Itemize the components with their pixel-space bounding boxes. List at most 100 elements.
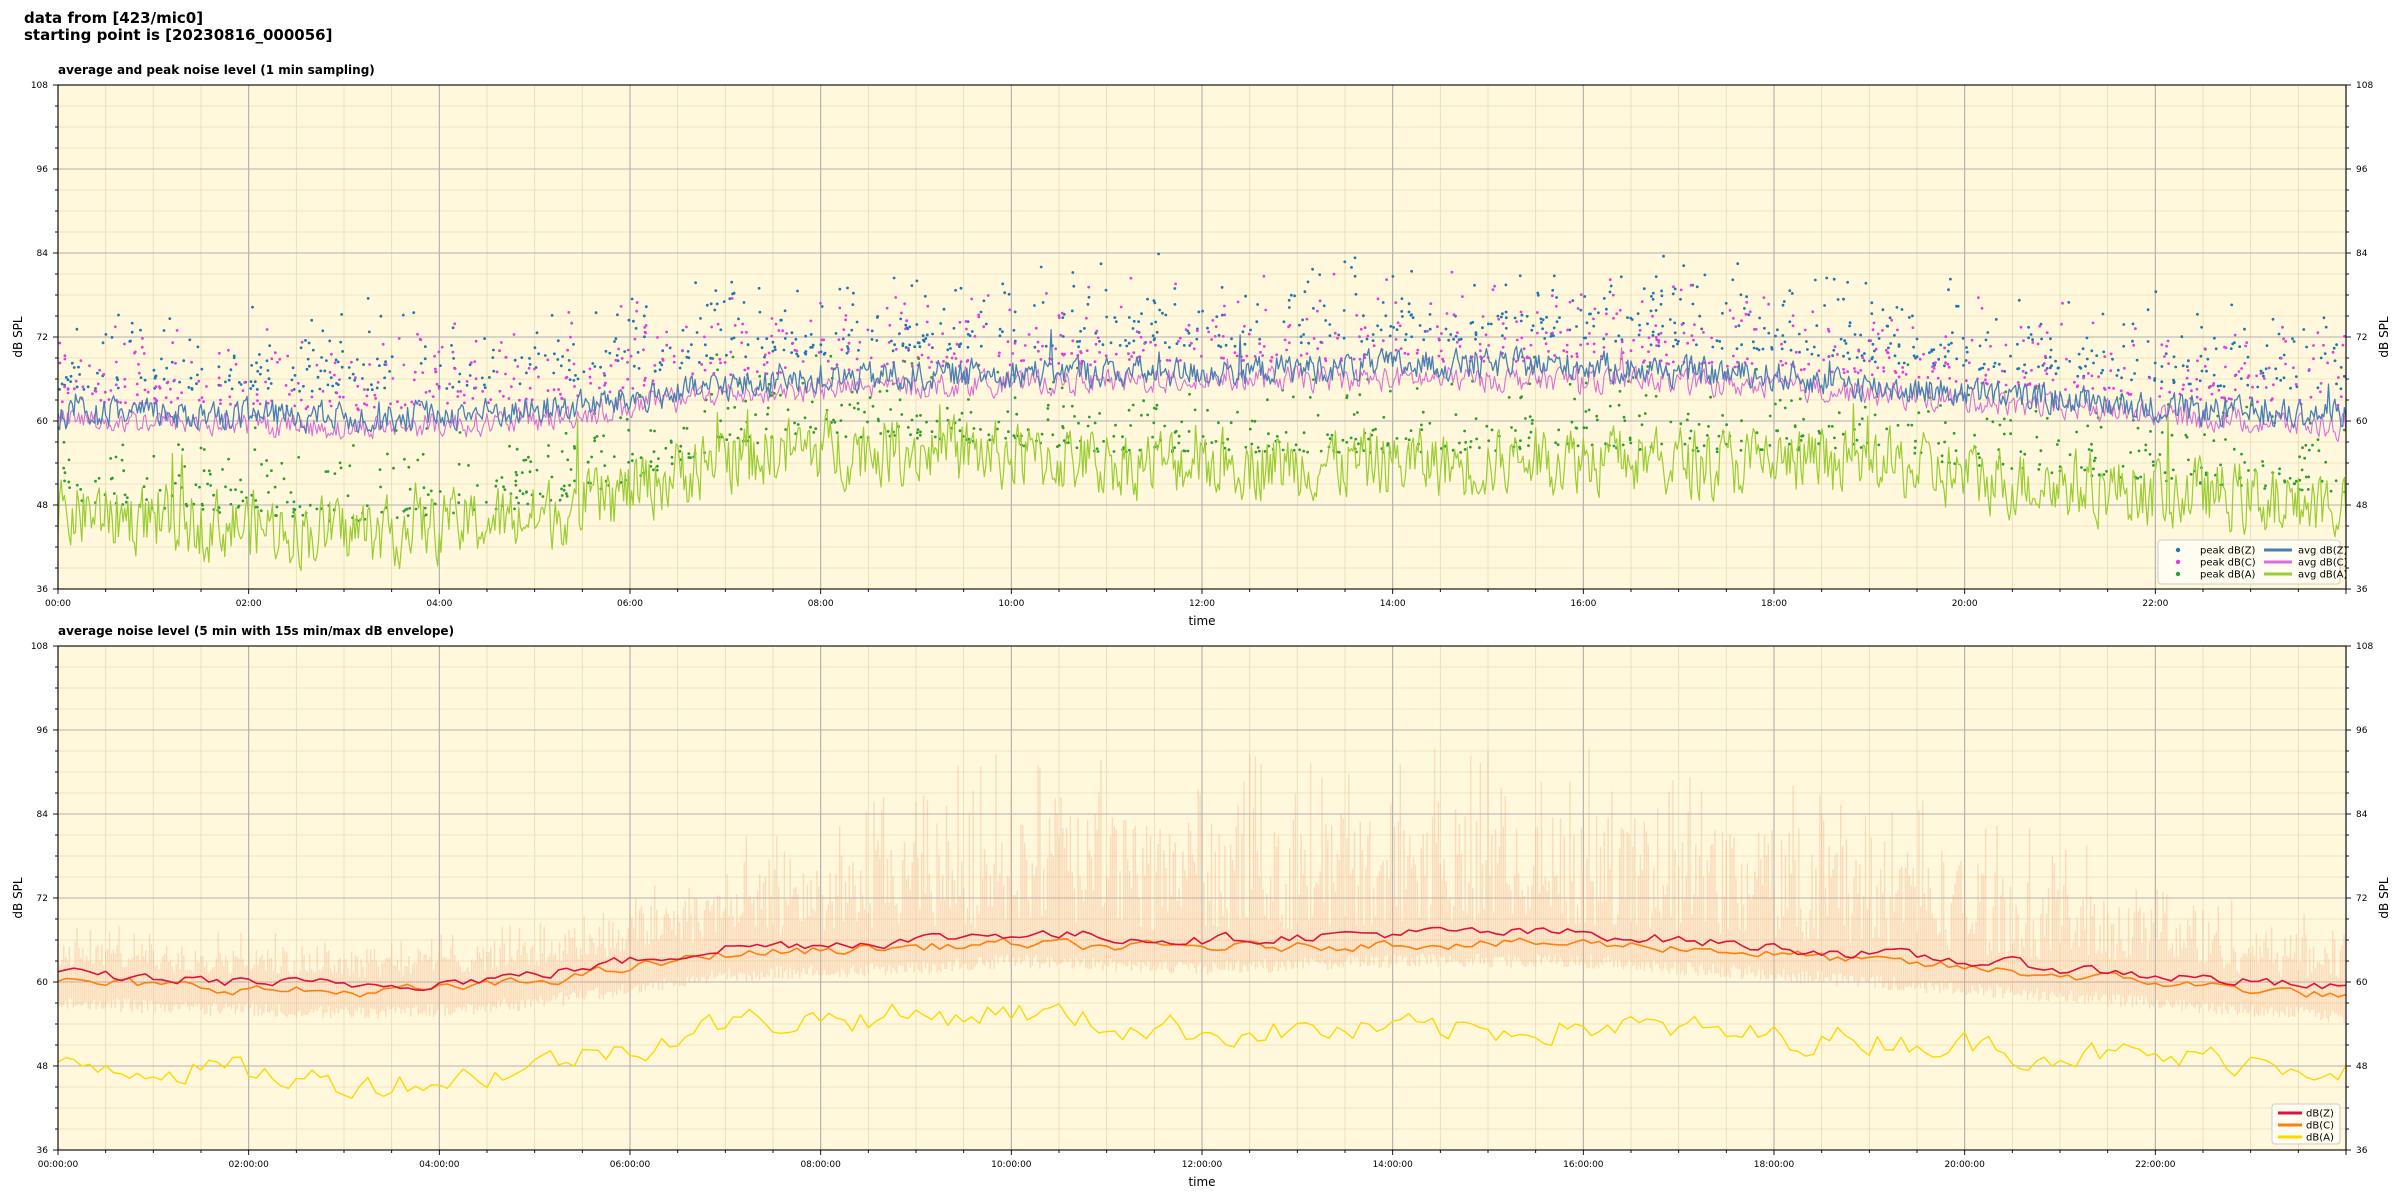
peak-point — [694, 281, 697, 285]
peak-point — [249, 380, 253, 383]
peak-point — [229, 402, 232, 406]
peak-point — [1794, 350, 1798, 354]
peak-point — [2086, 424, 2090, 428]
peak-point — [1353, 274, 1357, 278]
peak-point — [1654, 275, 1658, 278]
legend-box — [2157, 539, 2341, 585]
peak-point — [933, 435, 937, 439]
peak-point — [1132, 351, 1136, 354]
peak-point — [1487, 344, 1490, 347]
peak-point — [773, 345, 777, 349]
peak-point — [2279, 356, 2283, 360]
peak-point — [452, 511, 455, 515]
peak-point — [2300, 468, 2304, 472]
peak-point — [306, 357, 310, 361]
peak-point — [550, 314, 554, 317]
peak-point — [141, 337, 144, 340]
peak-point — [1312, 378, 1315, 381]
peak-point — [1836, 298, 1840, 301]
peak-point — [1825, 276, 1829, 280]
peak-point — [2085, 336, 2089, 340]
peak-point — [908, 343, 912, 347]
peak-point — [135, 382, 139, 386]
peak-point — [123, 342, 126, 346]
peak-point — [705, 354, 708, 357]
peak-point — [1686, 412, 1690, 416]
peak-point — [2227, 397, 2231, 400]
peak-point — [2090, 374, 2094, 378]
peak-point — [1429, 302, 1433, 305]
peak-point — [356, 407, 360, 411]
peak-point — [1817, 369, 1821, 373]
peak-point — [2160, 343, 2164, 347]
peak-point — [616, 359, 620, 363]
peak-point — [923, 294, 927, 298]
peak-point — [1884, 348, 1888, 352]
peak-point — [498, 389, 502, 393]
peak-point — [379, 485, 382, 489]
peak-point — [378, 364, 381, 367]
peak-point — [847, 341, 851, 345]
peak-point — [1665, 353, 1668, 357]
peak-point — [1662, 254, 1665, 258]
peak-point — [1416, 348, 1420, 352]
peak-point — [1217, 421, 1220, 425]
peak-point — [1048, 387, 1052, 391]
peak-point — [2056, 366, 2060, 370]
peak-point — [739, 427, 743, 431]
peak-point — [1496, 314, 1500, 318]
peak-point — [1619, 275, 1623, 279]
peak-point — [386, 452, 389, 456]
peak-point — [1673, 321, 1677, 325]
peak-point — [857, 407, 860, 411]
peak-point — [1363, 326, 1367, 330]
peak-point — [1737, 324, 1741, 328]
peak-point — [1887, 346, 1890, 350]
peak-point — [2121, 464, 2125, 468]
peak-point — [2203, 347, 2207, 351]
peak-point — [474, 339, 478, 343]
peak-point — [1357, 442, 1360, 446]
peak-point — [1131, 403, 1135, 407]
series-line-avg-a — [57, 403, 2347, 571]
peak-point — [1188, 392, 1191, 396]
peak-point — [1299, 335, 1303, 338]
peak-point — [728, 297, 732, 301]
peak-point — [1152, 421, 1156, 425]
peak-point — [201, 507, 205, 511]
peak-point — [353, 378, 357, 382]
peak-point — [921, 334, 925, 337]
peak-point — [2078, 365, 2082, 369]
peak-point — [320, 356, 323, 359]
peak-point — [2206, 357, 2210, 361]
peak-point — [1928, 351, 1931, 354]
peak-point — [2090, 449, 2094, 452]
peak-point — [1474, 417, 1478, 420]
peak-point — [1455, 340, 1459, 344]
peak-point — [507, 397, 511, 400]
peak-point — [136, 393, 139, 397]
peak-point — [174, 361, 177, 365]
peak-point — [372, 405, 376, 409]
peak-point — [719, 361, 722, 365]
peak-point — [619, 305, 623, 308]
peak-point — [217, 506, 221, 510]
peak-point — [1022, 359, 1026, 362]
peak-point — [492, 348, 495, 352]
peak-point — [919, 430, 922, 434]
peak-point — [1255, 320, 1259, 324]
peak-point — [1525, 356, 1529, 360]
peak-point — [1152, 299, 1156, 302]
peak-point — [260, 463, 263, 466]
peak-point — [88, 364, 91, 368]
peak-point — [1359, 327, 1363, 331]
peak-point — [1518, 274, 1522, 278]
peak-point — [2207, 385, 2211, 389]
peak-point — [1576, 444, 1580, 448]
peak-point — [2329, 489, 2333, 493]
peak-point — [1343, 260, 1347, 264]
peak-point — [982, 299, 986, 303]
peak-point — [70, 361, 74, 365]
peak-point — [809, 319, 813, 323]
peak-point — [1888, 316, 1892, 320]
